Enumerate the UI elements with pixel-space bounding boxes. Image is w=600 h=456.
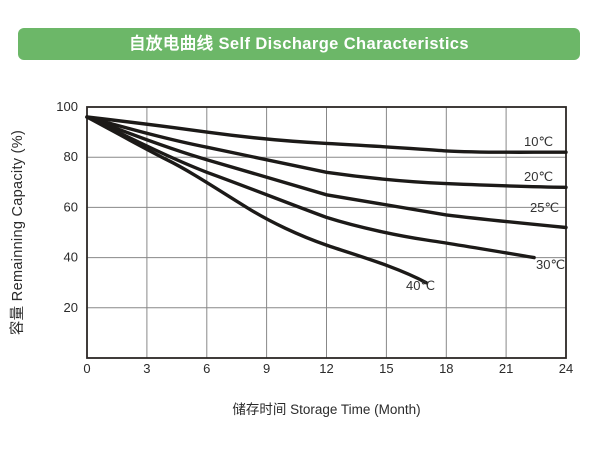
svg-text:25℃: 25℃: [530, 200, 559, 215]
svg-text:20℃: 20℃: [524, 169, 553, 184]
svg-text:40℃: 40℃: [406, 278, 435, 293]
svg-text:40: 40: [64, 250, 78, 265]
svg-text:3: 3: [143, 361, 150, 376]
svg-text:10℃: 10℃: [524, 134, 553, 149]
svg-text:60: 60: [64, 199, 78, 214]
svg-text:6: 6: [203, 361, 210, 376]
svg-text:18: 18: [439, 361, 453, 376]
svg-text:100: 100: [56, 99, 78, 114]
svg-text:0: 0: [83, 361, 90, 376]
svg-text:20: 20: [64, 300, 78, 315]
svg-text:9: 9: [263, 361, 270, 376]
svg-text:80: 80: [64, 149, 78, 164]
svg-text:12: 12: [319, 361, 333, 376]
svg-text:15: 15: [379, 361, 393, 376]
svg-text:24: 24: [559, 361, 573, 376]
svg-text:21: 21: [499, 361, 513, 376]
svg-text:30℃: 30℃: [536, 257, 565, 272]
